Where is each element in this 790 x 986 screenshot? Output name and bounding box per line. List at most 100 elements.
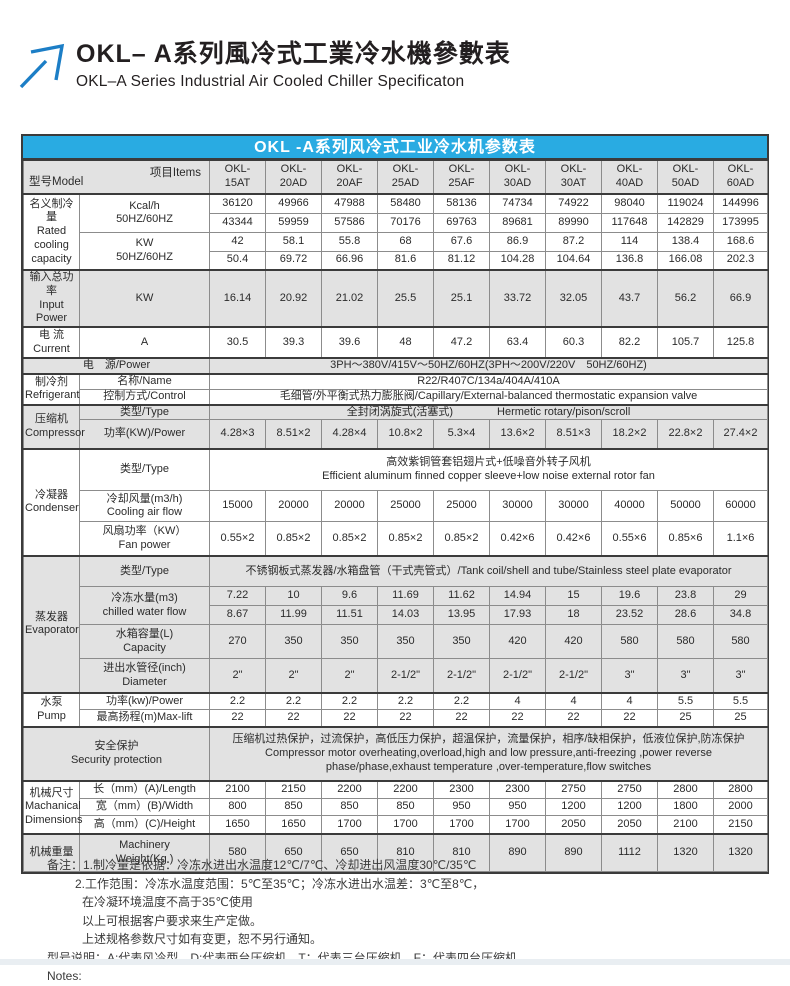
table-cell: 25.1 [433,269,490,328]
table-cell: 2150 [713,815,768,835]
table-cell: 0.85×2 [321,521,378,557]
table-row: 名义制冷量 Rated cooling capacity Kcal/h 50HZ… [23,193,768,271]
table-cell: 810 [377,833,434,873]
note-line: Notes: [47,969,82,983]
table-cell: 166.08 [657,250,714,271]
section-current: 电 流 Current A 30.5 39.3 39.6 48 47.2 63.4 60.3… [23,326,768,359]
table-cell: 70176 [377,212,434,233]
model-header-cell: OKL- 30AD [489,159,546,195]
table-title-bar: OKL -A系列风冷式工业冷水机参数表 [23,136,767,159]
table-cell: 1800 [657,798,714,817]
table-row: 冷却风量(m3/h) Cooling air flow 15000 20000 20… [24,490,768,523]
table-cell: 420 [545,624,602,660]
label-pump: 水泵 Pump [23,692,80,728]
label-evaporator-type: 类型/Type [79,555,210,588]
table-cell: 2-1/2" [433,658,490,694]
table-cell: 2800 [657,780,714,800]
table-cell: 30000 [489,490,546,523]
note-line: 以上可根据客户要求来生产定做。 [82,913,263,928]
table-cell: 1650 [265,815,322,835]
table-cell: 18 [545,605,602,626]
table-cell: 50.4 [209,250,266,271]
table-cell: 22 [601,709,658,728]
table-cell: 1650 [209,815,266,835]
table-cell: 850 [321,798,378,817]
table-cell: 67.6 [433,231,490,252]
note-line: 在冷凝环境温度不高于35℃使用 [82,895,253,909]
table-row: 制冷剂 Refrigerant 名称/Name R22/R407C/134a/4… [23,373,768,405]
table-cell: 2-1/2" [545,658,602,694]
label-condenser: 冷凝器 Condenser [23,448,80,557]
table-cell: 11.62 [433,586,490,607]
table-cell: 43344 [209,212,266,233]
table-cell: 34.8 [713,605,768,626]
table-cell: 1700 [377,815,434,835]
label-condenser-type: 类型/Type [79,448,210,492]
table-cell: 20.92 [265,269,322,328]
table-cell: 50000 [657,490,714,523]
table-cell: 47.2 [433,326,490,359]
label-pipe-diameter: 进出水管径(inch) Diameter [79,658,210,694]
table-cell: 10.8×2 [377,419,434,450]
label-machine-weight: 机械重量 [23,833,80,873]
table-cell: 890 [545,833,602,873]
table-cell: 21.02 [321,269,378,328]
table-cell: 47988 [321,193,378,214]
table-cell: 2100 [209,780,266,800]
table-cell: 9.6 [321,586,378,607]
table-cell: 580 [601,624,658,660]
table-cell: 2" [321,658,378,694]
table-cell: 32.05 [545,269,602,328]
table-cell: 270 [209,624,266,660]
model-header-cell: OKL- 40AD [601,159,658,195]
table-cell: 74922 [545,193,602,214]
table-cell: 2750 [601,780,658,800]
table-cell: 56.2 [657,269,714,328]
table-row: 冷冻水量(m3) chilled water flow 7.22 10 9.6 11.… [24,586,768,626]
section-weight: 机械重量 Machinery Weight(Kg ) 580 650 650 810 8… [23,833,768,873]
table-cell: 10 [265,586,322,607]
table-cell: 4 [489,692,546,711]
table-cell: 350 [265,624,322,660]
table-cell: 138.4 [657,231,714,252]
table-cell: 2800 [713,780,768,800]
table-cell: 2000 [713,798,768,817]
table-cell: 0.42×6 [489,521,546,557]
table-cell: 60000 [713,490,768,523]
label-cooling-air-flow: 冷却风量(m3/h) Cooling air flow [79,490,210,523]
label-refrigerant-control: 控制方式/Control [79,388,210,406]
table-cell: 2100 [657,815,714,835]
model-header-cell: OKL- 60AD [713,159,768,195]
label-input-power-unit: KW [79,269,210,328]
table-cell: 2" [209,658,266,694]
page-titles: OKL– A系列風冷式工業冷水機參數表 OKL–A Series Industr… [76,34,511,91]
table-row: 蒸发器 Evaporator 类型/Type 不锈钢板式蒸发器/水箱盘管（干式壳… [23,555,768,694]
table-cell: 89681 [489,212,546,233]
table-cell: 17.93 [489,605,546,626]
table-cell: 16.14 [209,269,266,328]
table-row: KW 50HZ/60HZ 42 58.1 55.8 68 67.6 86.9 87.2 114… [24,231,768,271]
section-dimensions: 机械尺寸 Machanical Dimensions 长（mm）(A)/Leng… [23,780,768,835]
model-header-cell: OKL- 30AT [545,159,602,195]
label-kcal-unit: Kcal/h 50HZ/60HZ [79,193,210,233]
section-input-power: 输入总功率 Input Power KW 16.14 20.92 21.02 25.5… [23,269,768,328]
table-row: 电 源/Power 3PH～380V/415V～50HZ/60HZ(3PH～20… [23,357,768,375]
table-row: 8.67 11.99 11.51 14.03 13.95 17.93 18 23.52 28.6… [24,605,768,626]
table-row: 宽（mm）(B)/Width 800 850 850 850 950 950 1200 120… [24,798,768,817]
table-cell: 66.96 [321,250,378,271]
label-dimensions: 机械尺寸 Machanical Dimensions [23,780,82,835]
table-cell: 22 [321,709,378,728]
section-compressor: 压缩机 Compressor 类型/Type 全封闭涡旋式(活塞式) Herme… [23,403,768,450]
table-cell: 0.85×2 [433,521,490,557]
table-cell: 105.7 [657,326,714,359]
table-row: 风扇功率（KW） Fan power 0.55×2 0.85×2 0.85×2 0.8… [24,521,768,557]
table-cell: 3" [601,658,658,694]
section-security: 安全保护 Security protection 压缩机过热保护，过流保护，高低… [23,726,768,782]
label-chilled-water-flow: 冷冻水量(m3) chilled water flow [79,586,210,626]
table-cell: 59959 [265,212,322,233]
table-cell: 119024 [657,193,714,214]
table-cell: 5.3×4 [433,419,490,450]
table-cell: 25 [713,709,768,728]
table-cell: 74734 [489,193,546,214]
table-cell: 15000 [209,490,266,523]
